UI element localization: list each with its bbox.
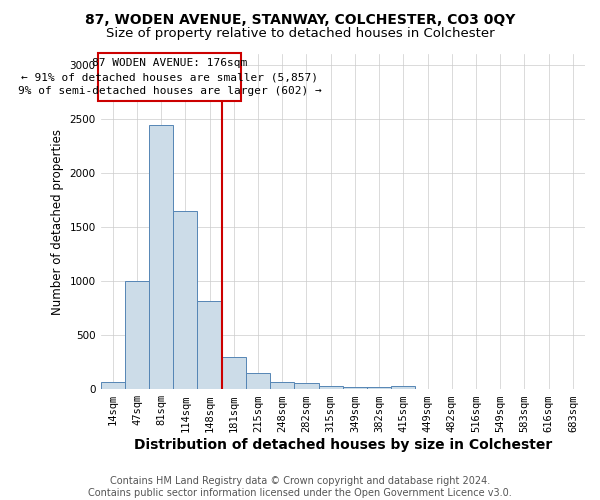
Bar — [295, 384, 319, 389]
Y-axis label: Number of detached properties: Number of detached properties — [51, 129, 64, 315]
Bar — [246, 373, 270, 389]
X-axis label: Distribution of detached houses by size in Colchester: Distribution of detached houses by size … — [134, 438, 552, 452]
Bar — [173, 211, 197, 389]
Bar — [343, 387, 367, 389]
Bar — [222, 357, 246, 389]
Bar — [391, 386, 415, 389]
Bar — [319, 386, 343, 389]
Text: Contains HM Land Registry data © Crown copyright and database right 2024.
Contai: Contains HM Land Registry data © Crown c… — [88, 476, 512, 498]
Bar — [125, 281, 149, 389]
Bar — [367, 387, 391, 389]
Bar — [149, 124, 173, 389]
Text: ← 91% of detached houses are smaller (5,857): ← 91% of detached houses are smaller (5,… — [21, 72, 318, 82]
FancyBboxPatch shape — [98, 53, 241, 102]
Text: 87, WODEN AVENUE, STANWAY, COLCHESTER, CO3 0QY: 87, WODEN AVENUE, STANWAY, COLCHESTER, C… — [85, 12, 515, 26]
Text: 87 WODEN AVENUE: 176sqm: 87 WODEN AVENUE: 176sqm — [92, 58, 247, 68]
Bar — [270, 382, 295, 389]
Bar — [101, 382, 125, 389]
Text: Size of property relative to detached houses in Colchester: Size of property relative to detached ho… — [106, 28, 494, 40]
Bar — [197, 300, 222, 389]
Text: 9% of semi-detached houses are larger (602) →: 9% of semi-detached houses are larger (6… — [18, 86, 322, 97]
